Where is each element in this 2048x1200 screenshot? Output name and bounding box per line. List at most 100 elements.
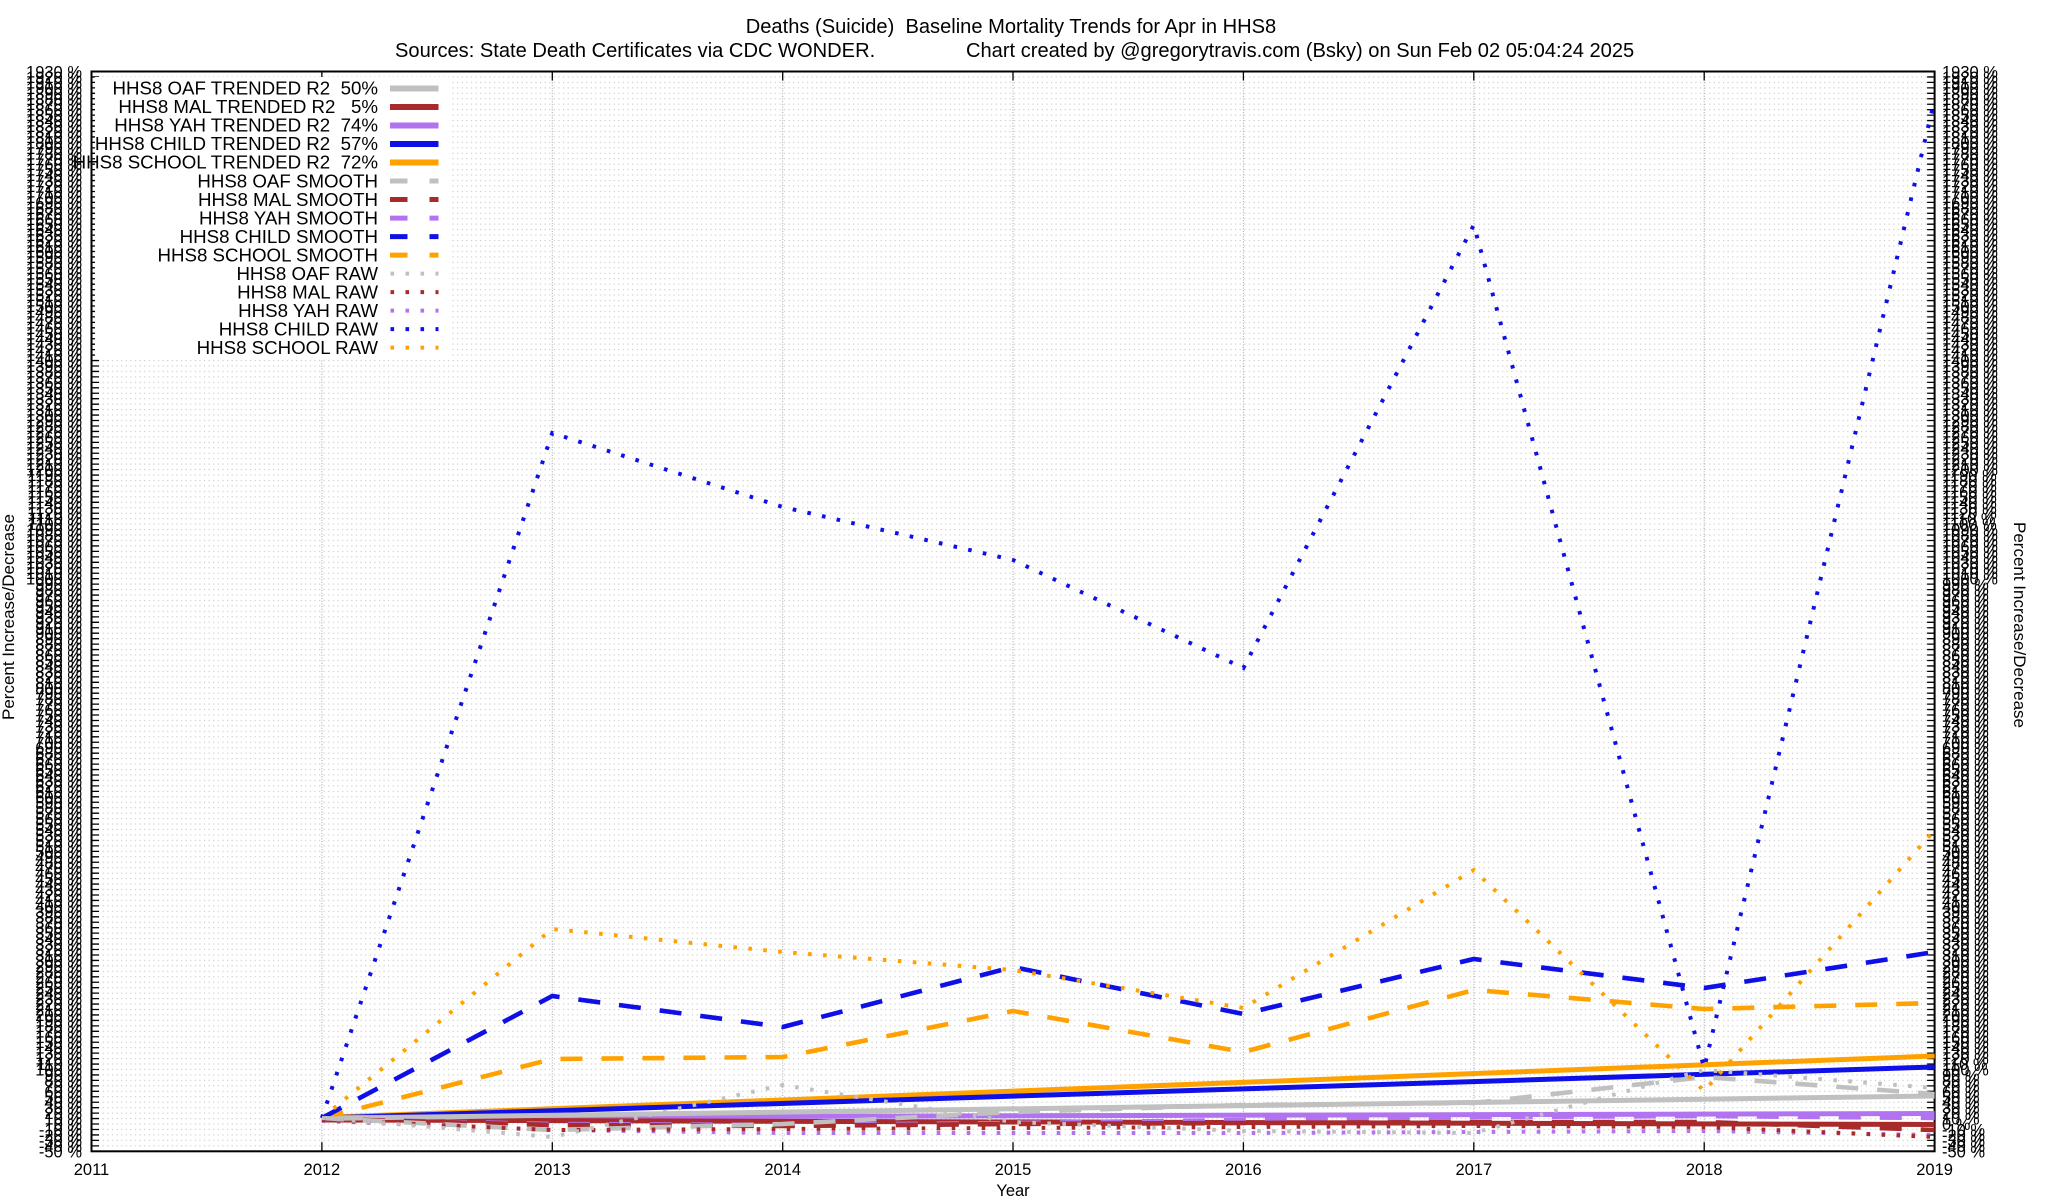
svg-text:1090 %: 1090 % <box>1942 522 1998 540</box>
svg-text:770 %: 770 % <box>1942 696 1989 714</box>
svg-text:1210 %: 1210 % <box>26 456 82 474</box>
svg-text:HHS8 CHILD TRENDED R2 57%: HHS8 CHILD TRENDED R2 57% <box>95 133 378 154</box>
svg-text:800 %: 800 % <box>35 680 82 698</box>
svg-text:1620 %: 1620 % <box>26 233 82 251</box>
svg-text:70 %: 70 % <box>1942 1078 1980 1096</box>
svg-text:1910 %: 1910 % <box>1942 74 1998 92</box>
svg-text:990 %: 990 % <box>35 576 82 594</box>
svg-text:510 %: 510 % <box>1942 838 1989 856</box>
svg-text:Deaths (Suicide) Baseline Mor: Deaths (Suicide) Baseline Mortality Tren… <box>746 16 1276 38</box>
svg-text:1310 %: 1310 % <box>26 402 82 420</box>
svg-text:840 %: 840 % <box>35 658 82 676</box>
svg-text:1290 %: 1290 % <box>1942 413 1998 431</box>
svg-text:630 %: 630 % <box>1942 772 1989 790</box>
svg-text:410 %: 410 % <box>1942 892 1989 910</box>
svg-text:1710 %: 1710 % <box>26 183 82 201</box>
svg-text:1880 %: 1880 % <box>1942 91 1998 109</box>
svg-text:1450 %: 1450 % <box>1942 325 1998 343</box>
svg-text:1600 %: 1600 % <box>1942 243 1998 261</box>
svg-text:1740 %: 1740 % <box>1942 167 1998 185</box>
svg-text:1670 %: 1670 % <box>1942 205 1998 223</box>
svg-text:220 %: 220 % <box>1942 996 1989 1014</box>
svg-text:110 %: 110 % <box>1942 1056 1988 1074</box>
svg-text:HHS8 YAH SMOOTH: HHS8 YAH SMOOTH <box>199 207 378 228</box>
svg-text:680 %: 680 % <box>1942 745 1989 763</box>
svg-text:150 %: 150 % <box>1942 1034 1989 1052</box>
svg-text:1790 %: 1790 % <box>1942 140 1998 158</box>
svg-text:1570 %: 1570 % <box>1942 260 1998 278</box>
svg-text:1700 %: 1700 % <box>26 189 82 207</box>
svg-text:850 %: 850 % <box>35 652 82 670</box>
svg-text:1720 %: 1720 % <box>26 178 82 196</box>
svg-text:730 %: 730 % <box>35 718 82 736</box>
svg-text:1340 %: 1340 % <box>1942 385 1998 403</box>
svg-text:390 %: 390 % <box>35 903 82 921</box>
svg-text:40 %: 40 % <box>44 1094 82 1112</box>
svg-text:250 %: 250 % <box>35 980 82 998</box>
svg-text:410 %: 410 % <box>35 892 82 910</box>
svg-text:600 %: 600 % <box>1942 789 1989 807</box>
svg-text:2014: 2014 <box>764 1161 801 1179</box>
svg-text:540 %: 540 % <box>35 822 82 840</box>
svg-text:1500 %: 1500 % <box>1942 298 1998 316</box>
svg-text:200 %: 200 % <box>35 1007 82 1025</box>
svg-text:1030 %: 1030 % <box>26 554 82 572</box>
svg-text:20 %: 20 % <box>1942 1105 1980 1123</box>
svg-text:1110 %: 1110 % <box>1942 511 1996 529</box>
svg-text:2012: 2012 <box>304 1161 341 1179</box>
svg-text:330 %: 330 % <box>35 936 82 954</box>
svg-text:400 %: 400 % <box>1942 898 1989 916</box>
svg-text:1470 %: 1470 % <box>26 314 82 332</box>
svg-text:1730 %: 1730 % <box>1942 173 1998 191</box>
svg-text:700 %: 700 % <box>35 734 82 752</box>
svg-text:1490 %: 1490 % <box>26 303 82 321</box>
svg-text:-40 %: -40 % <box>39 1138 82 1156</box>
svg-text:590 %: 590 % <box>1942 794 1989 812</box>
svg-text:550 %: 550 % <box>1942 816 1989 834</box>
svg-text:850 %: 850 % <box>1942 652 1989 670</box>
svg-text:1440 %: 1440 % <box>1942 331 1998 349</box>
svg-text:240 %: 240 % <box>35 985 82 1003</box>
svg-text:360 %: 360 % <box>35 920 82 938</box>
svg-text:760 %: 760 % <box>1942 702 1989 720</box>
svg-text:40 %: 40 % <box>1942 1094 1980 1112</box>
svg-text:340 %: 340 % <box>1942 931 1989 949</box>
svg-text:1820 %: 1820 % <box>26 123 82 141</box>
svg-text:1350 %: 1350 % <box>26 380 82 398</box>
svg-text:170 %: 170 % <box>35 1023 82 1041</box>
svg-text:1360 %: 1360 % <box>1942 374 1998 392</box>
svg-text:HHS8 SCHOOL SMOOTH: HHS8 SCHOOL SMOOTH <box>158 244 378 265</box>
svg-text:960 %: 960 % <box>1942 592 1989 610</box>
svg-text:950 %: 950 % <box>35 598 82 616</box>
svg-text:HHS8 CHILD SMOOTH: HHS8 CHILD SMOOTH <box>180 226 378 247</box>
svg-text:350 %: 350 % <box>35 925 82 943</box>
svg-text:860 %: 860 % <box>35 647 82 665</box>
svg-text:740 %: 740 % <box>35 712 82 730</box>
svg-text:1520 %: 1520 % <box>26 287 82 305</box>
svg-text:290 %: 290 % <box>1942 958 1989 976</box>
svg-text:390 %: 390 % <box>1942 903 1989 921</box>
svg-text:1720 %: 1720 % <box>1942 178 1998 196</box>
svg-text:1870 %: 1870 % <box>26 96 82 114</box>
svg-text:1200 %: 1200 % <box>26 462 82 480</box>
svg-text:1900 %: 1900 % <box>26 80 82 98</box>
svg-text:1650 %: 1650 % <box>1942 216 1998 234</box>
svg-text:1140 %: 1140 % <box>27 494 82 512</box>
svg-text:370 %: 370 % <box>35 914 82 932</box>
svg-text:1480 %: 1480 % <box>1942 309 1998 327</box>
svg-text:370 %: 370 % <box>1942 914 1989 932</box>
svg-text:1370 %: 1370 % <box>1942 369 1998 387</box>
svg-text:460 %: 460 % <box>1942 865 1989 883</box>
svg-text:Chart created by @gregorytravi: Chart created by @gregorytravis.com (Bsk… <box>966 40 1634 62</box>
svg-text:60 %: 60 % <box>44 1083 82 1101</box>
svg-text:300 %: 300 % <box>1942 952 1989 970</box>
svg-text:1150 %: 1150 % <box>1942 489 1997 507</box>
svg-text:520 %: 520 % <box>1942 832 1989 850</box>
svg-text:1660 %: 1660 % <box>26 211 82 229</box>
svg-text:1850 %: 1850 % <box>26 107 82 125</box>
svg-text:1240 %: 1240 % <box>26 440 82 458</box>
svg-text:580 %: 580 % <box>35 800 82 818</box>
svg-text:1100 %: 1100 % <box>1942 516 1997 534</box>
svg-text:140 %: 140 % <box>35 1040 82 1058</box>
svg-text:510 %: 510 % <box>35 838 82 856</box>
